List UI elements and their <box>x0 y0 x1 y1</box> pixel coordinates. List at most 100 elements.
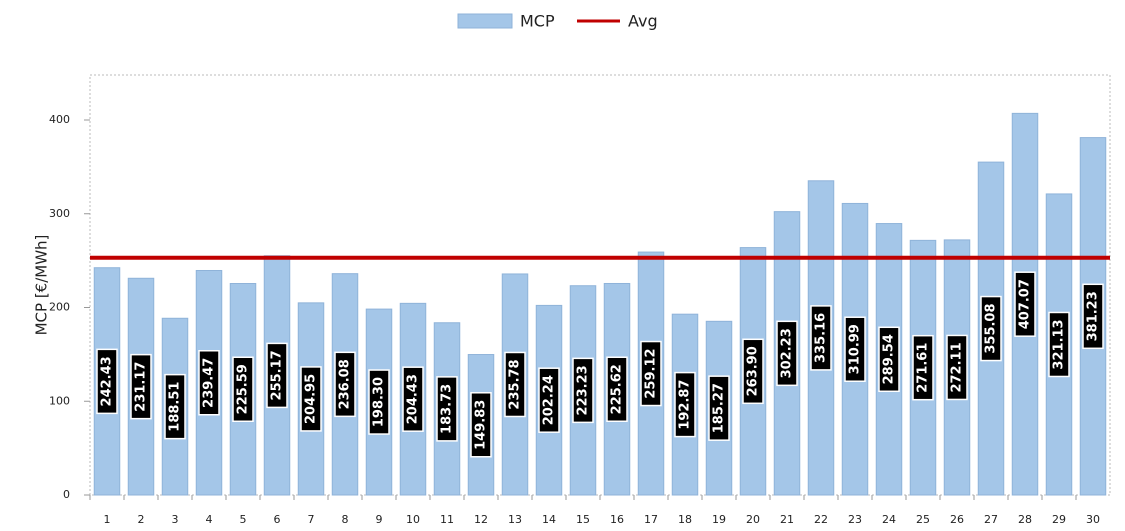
data-label: 407.07 <box>1018 279 1033 329</box>
data-label-box <box>538 367 560 433</box>
x-tick-label: 20 <box>746 513 760 526</box>
x-tick-label: 30 <box>1086 513 1100 526</box>
data-label: 183.73 <box>440 384 455 434</box>
data-label-box <box>572 357 594 424</box>
data-label: 263.90 <box>746 346 761 396</box>
data-label-box <box>606 356 628 422</box>
legend-label: Avg <box>628 12 658 31</box>
data-label: 272.11 <box>950 342 965 392</box>
data-label-box <box>232 356 254 423</box>
x-tick-label: 23 <box>848 513 862 526</box>
data-label-box <box>674 371 696 438</box>
data-label: 236.08 <box>338 359 353 409</box>
x-tick-label: 8 <box>342 513 349 526</box>
data-label-box <box>96 348 118 415</box>
x-tick-label: 4 <box>206 513 213 526</box>
data-label: 259.12 <box>644 348 659 398</box>
data-label: 204.95 <box>304 374 319 424</box>
data-label-box <box>470 392 492 458</box>
data-label: 235.78 <box>508 359 523 409</box>
data-label-box <box>368 369 390 435</box>
data-label-box <box>844 316 866 382</box>
x-tick-label: 6 <box>274 513 281 526</box>
data-label-box <box>1014 271 1036 337</box>
y-tick-label: 0 <box>63 488 70 501</box>
x-tick-label: 7 <box>308 513 315 526</box>
x-tick-label: 25 <box>916 513 930 526</box>
x-tick-label: 27 <box>984 513 998 526</box>
data-label-box <box>164 373 186 440</box>
data-label: 321.13 <box>1052 319 1067 369</box>
data-label: 149.83 <box>474 400 489 450</box>
data-label-box <box>946 334 968 401</box>
data-label-box <box>980 295 1002 362</box>
x-tick-label: 19 <box>712 513 726 526</box>
data-label: 223.23 <box>576 365 591 415</box>
data-label: 255.17 <box>270 350 285 400</box>
data-label: 355.08 <box>984 303 999 353</box>
x-tick-label: 5 <box>240 513 247 526</box>
x-tick-label: 17 <box>644 513 658 526</box>
data-label-box <box>776 320 798 387</box>
data-label-box <box>436 376 458 442</box>
x-tick-label: 16 <box>610 513 624 526</box>
y-axis-label: MCP [€/MWh] <box>33 235 51 336</box>
data-label: 381.23 <box>1086 291 1101 341</box>
data-label: 271.61 <box>916 343 931 393</box>
x-tick-label: 12 <box>474 513 488 526</box>
data-label: 198.30 <box>372 377 387 427</box>
legend-label: MCP <box>520 12 555 31</box>
x-tick-label: 28 <box>1018 513 1032 526</box>
x-tick-label: 24 <box>882 513 896 526</box>
data-label-box <box>300 366 322 432</box>
data-label: 335.16 <box>814 313 829 363</box>
x-tick-label: 1 <box>104 513 111 526</box>
data-label-box <box>708 375 730 441</box>
x-tick-label: 3 <box>172 513 179 526</box>
data-label-box <box>198 349 220 416</box>
x-tick-label: 2 <box>138 513 145 526</box>
data-label-box <box>742 338 764 405</box>
data-label-box <box>402 366 424 432</box>
y-tick-label: 100 <box>49 394 70 407</box>
y-tick-label: 200 <box>49 301 70 314</box>
data-label-box <box>1048 311 1070 378</box>
data-label-box <box>504 351 526 418</box>
x-tick-label: 10 <box>406 513 420 526</box>
x-tick-label: 22 <box>814 513 828 526</box>
data-label: 185.27 <box>712 383 727 433</box>
x-tick-label: 11 <box>440 513 454 526</box>
data-label-box <box>878 326 900 393</box>
x-tick-label: 14 <box>542 513 556 526</box>
legend-swatch <box>457 13 513 29</box>
data-label: 204.43 <box>406 374 421 424</box>
data-label: 231.17 <box>134 362 149 412</box>
y-tick-label: 400 <box>49 113 70 126</box>
data-label: 302.23 <box>780 328 795 378</box>
x-tick-label: 29 <box>1052 513 1066 526</box>
data-label: 202.24 <box>542 375 557 425</box>
y-tick-label: 300 <box>49 207 70 220</box>
data-label-box <box>266 342 288 409</box>
data-label-box <box>912 334 934 401</box>
data-label: 242.43 <box>100 356 115 406</box>
data-label: 239.47 <box>202 358 217 408</box>
data-label: 192.87 <box>678 380 693 430</box>
data-label-box <box>130 353 152 420</box>
data-label: 225.59 <box>236 364 251 414</box>
x-tick-label: 9 <box>376 513 383 526</box>
data-label-box <box>334 351 356 418</box>
x-tick-label: 26 <box>950 513 964 526</box>
data-label: 310.99 <box>848 324 863 374</box>
data-label-box <box>1082 283 1104 350</box>
data-label: 188.51 <box>168 382 183 432</box>
x-tick-label: 21 <box>780 513 794 526</box>
x-tick-label: 13 <box>508 513 522 526</box>
x-tick-label: 15 <box>576 513 590 526</box>
x-tick-label: 18 <box>678 513 692 526</box>
data-label: 289.54 <box>882 334 897 384</box>
data-label-box <box>810 305 832 371</box>
data-label-box <box>640 340 662 407</box>
data-label: 225.62 <box>610 364 625 414</box>
